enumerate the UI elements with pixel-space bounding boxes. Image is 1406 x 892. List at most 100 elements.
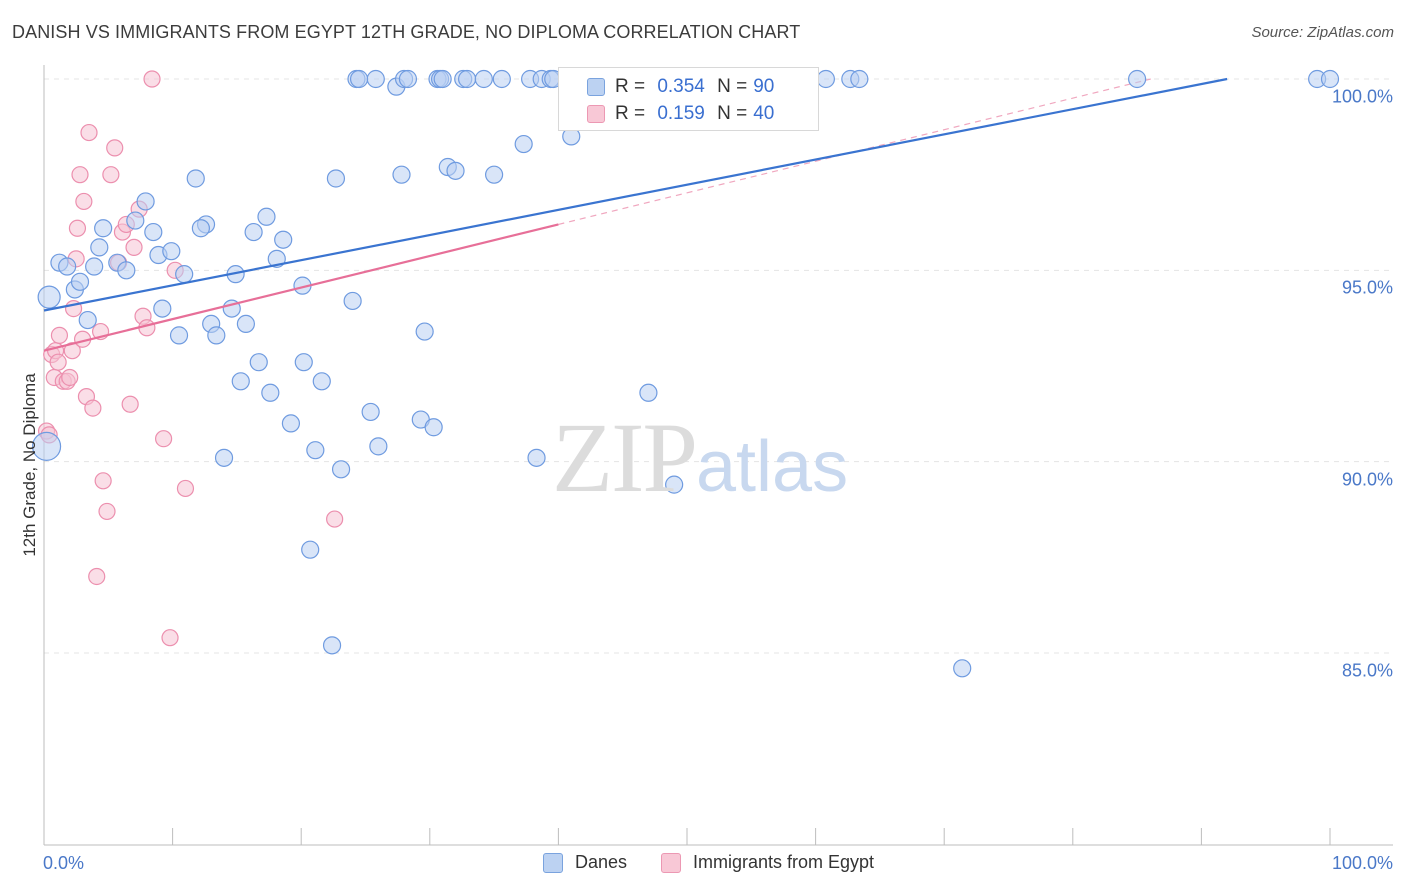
data-point-danes [257,207,276,226]
legend-swatch-egypt [587,105,605,123]
chart-source: Source: ZipAtlas.com [1251,24,1394,41]
data-point-danes [361,402,380,422]
data-point-egypt [102,166,120,184]
data-point-egypt [84,399,102,417]
data-point-danes [162,242,181,261]
data-point-danes [144,222,163,242]
data-point-danes [306,441,325,460]
series-danes-points [31,69,1340,678]
data-point-danes [94,219,113,238]
data-point-danes [326,169,346,188]
data-point-danes [322,636,342,655]
data-point-danes [249,353,268,372]
data-point-danes [207,326,226,345]
y-tick-label: 95.0% [1341,277,1393,298]
data-point-danes [294,353,313,372]
data-point-danes [274,230,293,249]
y-tick-label: 100.0% [1331,86,1393,107]
data-point-danes [236,314,256,334]
data-point-danes [37,285,61,309]
data-point-danes [231,372,250,391]
data-point-danes [398,69,418,89]
legend-swatch-danes [587,78,605,96]
data-point-danes [244,222,263,242]
data-point-egypt [98,502,116,521]
data-point-egypt [71,166,89,184]
data-point-danes [261,383,280,402]
egypt-trend-line [43,223,559,352]
data-point-danes [214,448,234,467]
legend-n-value: 40 [753,103,775,124]
data-point-danes [70,272,90,291]
data-point-egypt [61,368,79,387]
data-point-danes [58,257,77,276]
data-point-danes [639,383,658,402]
legend-row-danes: R = 0.354 N = 90 [559,74,774,100]
legend-n-value: 90 [753,76,775,97]
data-point-egypt [68,219,87,237]
data-point-danes [126,211,145,230]
bottom-legend-egypt: Immigrants from Egypt [661,852,874,873]
data-point-egypt [50,326,69,344]
data-point-danes [485,165,504,184]
x-tick-label-max: 100.0% [1331,853,1393,873]
data-point-danes [474,69,493,89]
gridlines [44,78,1393,654]
data-point-egypt [326,510,344,528]
data-point-danes [850,69,869,89]
data-point-egypt [88,567,106,586]
series-immigrants-from-egypt-points [37,70,344,647]
data-point-danes [312,372,331,391]
data-point-danes [366,69,385,89]
data-point-danes [31,431,62,461]
data-point-egypt [80,123,98,142]
y-axis-label: 12th Grade, No Diploma [20,373,39,557]
trend-lines [43,77,1228,352]
data-point-egypt [49,353,67,371]
data-point-egypt [176,479,195,498]
data-point-egypt [75,192,93,211]
data-point-danes [433,69,452,89]
data-point-danes [446,161,465,180]
data-point-danes [369,437,388,456]
data-point-danes [90,238,109,257]
data-point-danes [281,414,301,433]
data-point-danes [117,261,136,280]
data-point-egypt [121,395,139,413]
data-point-danes [953,659,972,678]
data-point-danes [85,257,104,276]
egypt-trend-extension [558,78,1151,225]
y-tick-label: 85.0% [1341,660,1393,681]
data-point-egypt [154,430,173,448]
data-point-egypt [125,238,143,256]
trend-extension-dashed [558,78,1151,225]
data-point-danes [415,322,434,341]
legend-r-value: 0.354 [657,76,705,97]
data-point-danes [492,69,511,89]
data-point-danes [169,326,189,345]
x-tick-label-min: 0.0% [43,853,85,873]
legend-row-egypt: R = 0.159 N = 40 [559,101,774,127]
y-tick-label: 90.0% [1341,469,1393,490]
bottom-legend-swatch-danes [543,852,563,873]
data-point-danes [175,265,194,284]
data-point-danes [331,460,351,479]
data-point-danes [1127,69,1147,89]
watermark: ZIPatlas [552,402,849,513]
data-point-egypt [94,472,112,490]
data-point-danes [136,192,155,211]
data-point-danes [186,169,205,188]
data-point-danes [1320,69,1340,89]
correlation-legend: R = 0.354 N = 90 R = 0.159 N = 40 [558,67,819,131]
data-point-danes [424,418,443,437]
data-point-danes [343,291,362,311]
data-point-danes [153,299,172,318]
data-point-egypt [161,629,179,647]
danes-trend-line [43,77,1228,312]
data-point-danes [349,69,369,89]
data-point-danes [78,310,97,330]
data-point-danes [457,69,477,89]
bottom-legend-danes: Danes [543,852,627,873]
data-point-danes [527,448,546,467]
